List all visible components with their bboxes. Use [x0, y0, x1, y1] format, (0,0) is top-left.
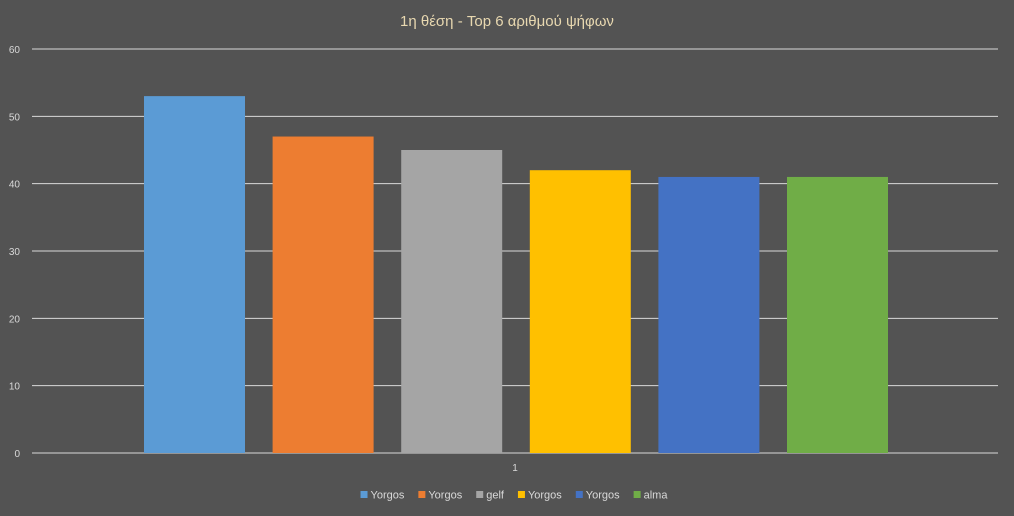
legend-swatch: [517, 491, 525, 498]
bar-yorgos-5: [658, 176, 760, 453]
chart-title: 1η θέση - Top 6 αριθμού ψήφων: [400, 13, 614, 30]
legend-label: Yorgos: [428, 490, 462, 502]
legend-item: Yorgos: [517, 490, 562, 502]
y-tick-label: 20: [9, 314, 21, 325]
x-tick-label: 1: [512, 463, 518, 474]
legend-item: gelf: [476, 490, 505, 502]
legend-item: Yorgos: [575, 490, 620, 502]
legend-label: Yorgos: [371, 490, 405, 502]
y-tick-label: 60: [9, 45, 21, 56]
legend-label: Yorgos: [586, 490, 620, 502]
legend-swatch: [360, 491, 368, 498]
legend: Yorgos Yorgos gelf Yorgos Yorgos alma: [360, 490, 669, 502]
bar-yorgos-1: [144, 96, 245, 453]
legend-label: alma: [644, 490, 669, 502]
y-tick-label: 50: [9, 112, 21, 123]
legend-item: Yorgos: [360, 490, 405, 502]
y-tick-label: 30: [9, 247, 21, 258]
y-axis-ticks: 0 10 20 30 40 50 60: [9, 45, 21, 460]
bar-yorgos-4: [529, 170, 631, 453]
y-tick-label: 10: [9, 382, 21, 393]
legend-item: alma: [633, 490, 669, 502]
legend-item: Yorgos: [418, 490, 463, 502]
legend-swatch: [633, 491, 641, 498]
y-tick-label: 0: [14, 449, 20, 460]
bar-alma-6: [787, 176, 888, 453]
legend-label: Yorgos: [528, 490, 562, 502]
legend-swatch: [476, 491, 484, 498]
bar-gelf-3: [401, 150, 503, 453]
legend-label: gelf: [486, 490, 505, 502]
bar-yorgos-2: [272, 136, 374, 454]
legend-swatch: [418, 491, 426, 498]
y-tick-label: 40: [9, 180, 21, 191]
legend-swatch: [575, 491, 583, 498]
bars: [144, 96, 888, 454]
